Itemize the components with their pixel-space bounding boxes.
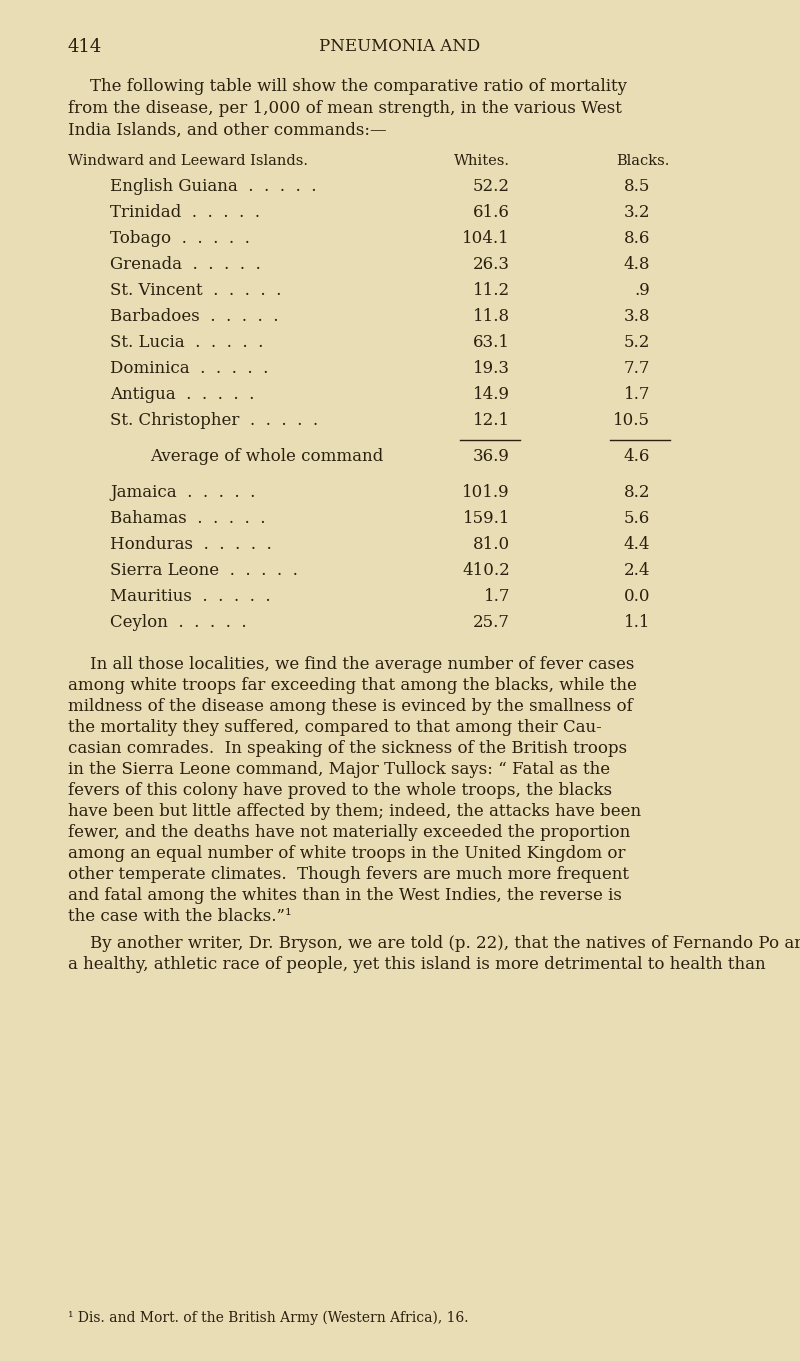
Text: 61.6: 61.6 [473,204,510,220]
Text: 410.2: 410.2 [462,562,510,578]
Text: 52.2: 52.2 [473,178,510,195]
Text: 7.7: 7.7 [623,361,650,377]
Text: 26.3: 26.3 [473,256,510,274]
Text: Whites.: Whites. [454,154,510,167]
Text: St. Christopher  .  .  .  .  .: St. Christopher . . . . . [110,412,318,429]
Text: St. Lucia  .  .  .  .  .: St. Lucia . . . . . [110,333,263,351]
Text: 8.2: 8.2 [623,485,650,501]
Text: Grenada  .  .  .  .  .: Grenada . . . . . [110,256,261,274]
Text: 159.1: 159.1 [462,510,510,527]
Text: a healthy, athletic race of people, yet this island is more detrimental to healt: a healthy, athletic race of people, yet … [68,955,766,973]
Text: 10.5: 10.5 [613,412,650,429]
Text: St. Vincent  .  .  .  .  .: St. Vincent . . . . . [110,282,282,299]
Text: fevers of this colony have proved to the whole troops, the blacks: fevers of this colony have proved to the… [68,783,612,799]
Text: 4.4: 4.4 [623,536,650,553]
Text: have been but little affected by them; indeed, the attacks have been: have been but little affected by them; i… [68,803,641,819]
Text: from the disease, per 1,000 of mean strength, in the various West: from the disease, per 1,000 of mean stre… [68,99,622,117]
Text: Trinidad  .  .  .  .  .: Trinidad . . . . . [110,204,260,220]
Text: 101.9: 101.9 [462,485,510,501]
Text: and fatal among the whites than in the West Indies, the reverse is: and fatal among the whites than in the W… [68,887,622,904]
Text: 11.8: 11.8 [473,308,510,325]
Text: 0.0: 0.0 [623,588,650,606]
Text: Ceylon  .  .  .  .  .: Ceylon . . . . . [110,614,246,632]
Text: the case with the blacks.”¹: the case with the blacks.”¹ [68,908,292,925]
Text: .9: .9 [634,282,650,299]
Text: fewer, and the deaths have not materially exceeded the proportion: fewer, and the deaths have not materiall… [68,823,630,841]
Text: The following table will show the comparative ratio of mortality: The following table will show the compar… [90,78,627,95]
Text: Tobago  .  .  .  .  .: Tobago . . . . . [110,230,250,246]
Text: the mortality they suffered, compared to that among their Cau-: the mortality they suffered, compared to… [68,719,602,736]
Text: 63.1: 63.1 [473,333,510,351]
Text: Jamaica  .  .  .  .  .: Jamaica . . . . . [110,485,255,501]
Text: 3.2: 3.2 [623,204,650,220]
Text: India Islands, and other commands:—: India Islands, and other commands:— [68,122,386,139]
Text: 12.1: 12.1 [473,412,510,429]
Text: Dominica  .  .  .  .  .: Dominica . . . . . [110,361,268,377]
Text: 1.7: 1.7 [483,588,510,606]
Text: 1.7: 1.7 [623,387,650,403]
Text: 104.1: 104.1 [462,230,510,246]
Text: 11.2: 11.2 [473,282,510,299]
Text: among white troops far exceeding that among the blacks, while the: among white troops far exceeding that am… [68,676,637,694]
Text: 36.9: 36.9 [473,448,510,465]
Text: other temperate climates.  Though fevers are much more frequent: other temperate climates. Though fevers … [68,866,629,883]
Text: 8.5: 8.5 [624,178,650,195]
Text: among an equal number of white troops in the United Kingdom or: among an equal number of white troops in… [68,845,626,862]
Text: ¹ Dis. and Mort. of the British Army (Western Africa), 16.: ¹ Dis. and Mort. of the British Army (We… [68,1311,469,1326]
Text: 3.8: 3.8 [623,308,650,325]
Text: 2.4: 2.4 [623,562,650,578]
Text: Sierra Leone  .  .  .  .  .: Sierra Leone . . . . . [110,562,298,578]
Text: Mauritius  .  .  .  .  .: Mauritius . . . . . [110,588,270,606]
Text: 19.3: 19.3 [473,361,510,377]
Text: 414: 414 [68,38,102,56]
Text: 5.6: 5.6 [624,510,650,527]
Text: 25.7: 25.7 [473,614,510,632]
Text: Average of whole command: Average of whole command [150,448,383,465]
Text: 4.6: 4.6 [624,448,650,465]
Text: 14.9: 14.9 [473,387,510,403]
Text: Bahamas  .  .  .  .  .: Bahamas . . . . . [110,510,266,527]
Text: By another writer, Dr. Bryson, we are told (p. 22), that the natives of Fernando: By another writer, Dr. Bryson, we are to… [90,935,800,951]
Text: 8.6: 8.6 [624,230,650,246]
Text: Blacks.: Blacks. [617,154,670,167]
Text: English Guiana  .  .  .  .  .: English Guiana . . . . . [110,178,317,195]
Text: Honduras  .  .  .  .  .: Honduras . . . . . [110,536,272,553]
Text: 1.1: 1.1 [623,614,650,632]
Text: 5.2: 5.2 [624,333,650,351]
Text: in the Sierra Leone command, Major Tullock says: “ Fatal as the: in the Sierra Leone command, Major Tullo… [68,761,610,778]
Text: PNEUMONIA AND: PNEUMONIA AND [319,38,481,54]
Text: Windward and Leeward Islands.: Windward and Leeward Islands. [68,154,308,167]
Text: mildness of the disease among these is evinced by the smallness of: mildness of the disease among these is e… [68,698,633,715]
Text: In all those localities, we find the average number of fever cases: In all those localities, we find the ave… [90,656,634,672]
Text: Antigua  .  .  .  .  .: Antigua . . . . . [110,387,254,403]
Text: 4.8: 4.8 [623,256,650,274]
Text: Barbadoes  .  .  .  .  .: Barbadoes . . . . . [110,308,278,325]
Text: casian comrades.  In speaking of the sickness of the British troops: casian comrades. In speaking of the sick… [68,740,627,757]
Text: 81.0: 81.0 [473,536,510,553]
